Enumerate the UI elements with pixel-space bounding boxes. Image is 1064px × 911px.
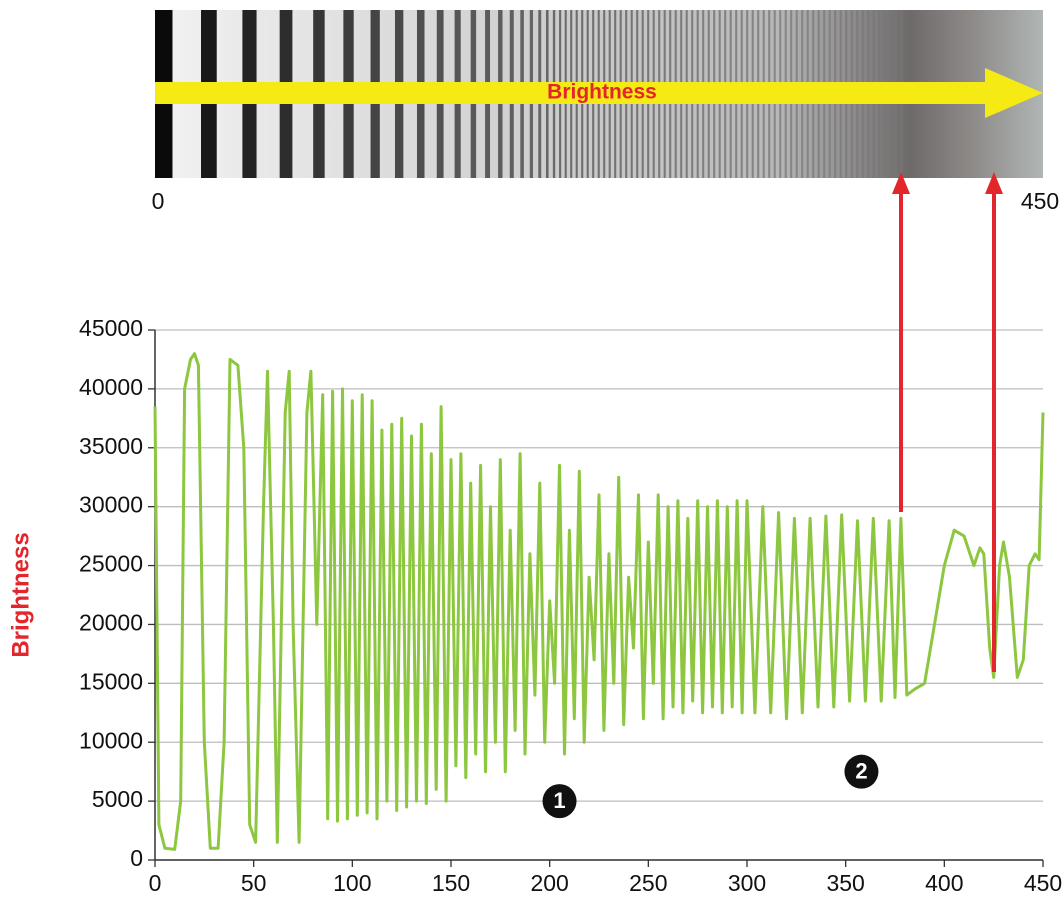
- y-tick-label: 40000: [79, 374, 143, 400]
- x-tick-label: 150: [432, 870, 470, 896]
- marker-label: 2: [855, 758, 867, 783]
- strip-start-label: 0: [152, 188, 165, 214]
- x-tick-label: 300: [728, 870, 766, 896]
- arrow-head: [985, 68, 1043, 118]
- line-series: [153, 352, 1045, 851]
- x-tick-label: 50: [241, 870, 267, 896]
- marker-badge: [542, 784, 577, 819]
- x-tick-label: 400: [925, 870, 963, 896]
- y-tick-label: 35000: [79, 433, 143, 459]
- red-arrows: [892, 172, 1003, 672]
- x-tick-label: 450: [1024, 870, 1062, 896]
- y-tick-label: 45000: [79, 315, 143, 341]
- y-tick-label: 5000: [92, 786, 143, 812]
- y-axis-title: Brightness: [7, 532, 34, 657]
- y-tick-label: 10000: [79, 727, 143, 753]
- y-tick-label: 20000: [79, 610, 143, 636]
- y-tick-label: 30000: [79, 492, 143, 518]
- x-tick-label: 350: [826, 870, 864, 896]
- x-tick-label: 0: [149, 870, 162, 896]
- strip-end-label: 450: [1021, 188, 1059, 214]
- plot-area: 0 5000 10000 15000 20000 25000 30000 35000 40000…: [79, 315, 1062, 896]
- x-tick-label: 200: [530, 870, 568, 896]
- marker-label: 1: [553, 788, 565, 813]
- pointer-arrow-head: [985, 172, 1003, 194]
- x-tick-label: 100: [333, 870, 371, 896]
- arrow-label: Brightness: [547, 81, 657, 104]
- pointer-arrow-head: [892, 172, 910, 194]
- marker-badge: [844, 754, 879, 789]
- arrow-body: [155, 82, 987, 104]
- x-tick-label: 250: [629, 870, 667, 896]
- y-tick-label: 0: [130, 845, 143, 871]
- y-tick-label: 15000: [79, 668, 143, 694]
- y-tick-label: 25000: [79, 551, 143, 577]
- brightness-arrow: Brightness: [155, 68, 1043, 118]
